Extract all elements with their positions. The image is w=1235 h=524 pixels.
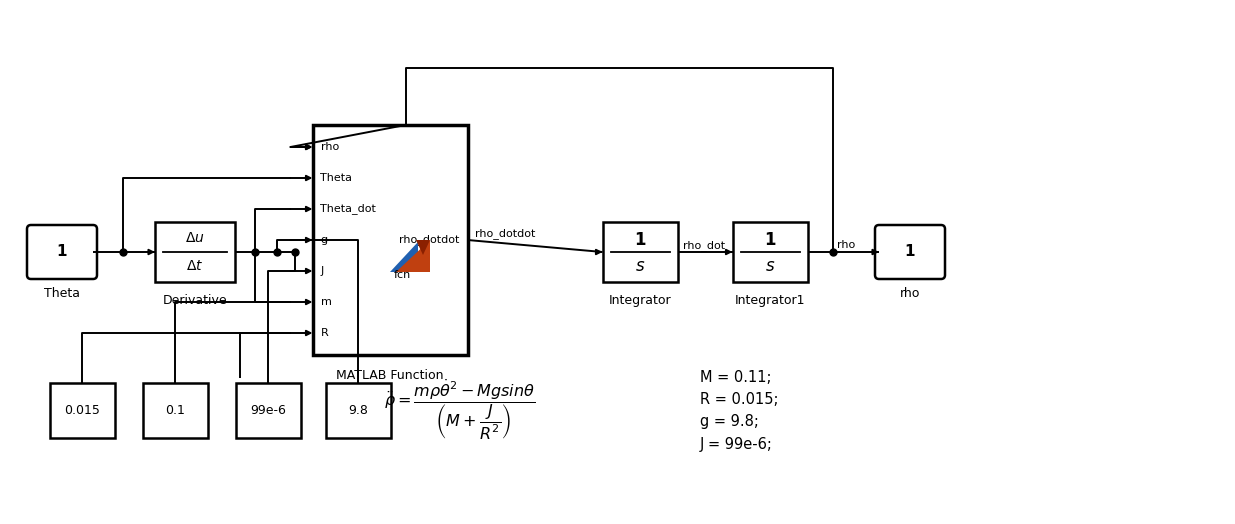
Text: Derivative: Derivative <box>163 294 227 307</box>
Text: J: J <box>321 266 324 276</box>
Text: MATLAB Function: MATLAB Function <box>336 369 443 382</box>
Bar <box>142 383 207 438</box>
Text: 1: 1 <box>635 231 646 249</box>
Text: rho: rho <box>900 287 920 300</box>
Text: s: s <box>636 257 645 275</box>
Bar <box>49 383 115 438</box>
Text: s: s <box>766 257 774 275</box>
Text: fcn: fcn <box>394 270 410 280</box>
Text: 99e-6: 99e-6 <box>249 403 287 417</box>
Text: rho_dotdot: rho_dotdot <box>399 235 459 245</box>
Text: 1: 1 <box>764 231 776 249</box>
Text: 9.8: 9.8 <box>348 403 368 417</box>
Text: g: g <box>321 235 327 245</box>
Text: Integrator1: Integrator1 <box>735 294 805 307</box>
Bar <box>236 383 300 438</box>
Text: $\Delta u$: $\Delta u$ <box>185 231 205 245</box>
Text: 0.015: 0.015 <box>64 403 100 417</box>
FancyBboxPatch shape <box>876 225 945 279</box>
Polygon shape <box>390 242 417 272</box>
Text: Theta_dot: Theta_dot <box>321 203 377 214</box>
Polygon shape <box>416 240 430 255</box>
Text: $\ddot{\rho} = \dfrac{m\rho\dot{\theta}^2 - Mgsin\theta}{\left(M + \dfrac{J}{R^2: $\ddot{\rho} = \dfrac{m\rho\dot{\theta}^… <box>384 378 536 442</box>
Text: rho: rho <box>837 240 856 250</box>
Bar <box>156 222 235 282</box>
FancyBboxPatch shape <box>27 225 98 279</box>
Bar <box>326 383 390 438</box>
Text: R: R <box>321 328 329 338</box>
Bar <box>732 222 808 282</box>
Polygon shape <box>396 240 430 272</box>
Text: M = 0.11;
R = 0.015;
g = 9.8;
J = 99e-6;: M = 0.11; R = 0.015; g = 9.8; J = 99e-6; <box>700 370 778 452</box>
Text: Theta: Theta <box>44 287 80 300</box>
Text: m: m <box>321 297 331 307</box>
Text: 1: 1 <box>905 245 915 259</box>
Text: rho: rho <box>321 142 338 152</box>
Text: rho_dotdot: rho_dotdot <box>475 228 536 239</box>
Text: Integrator: Integrator <box>609 294 672 307</box>
Text: Theta: Theta <box>321 173 352 183</box>
Text: $\Delta t$: $\Delta t$ <box>186 259 204 273</box>
Bar <box>312 125 468 355</box>
Bar <box>603 222 678 282</box>
Text: 1: 1 <box>57 245 67 259</box>
Text: rho_dot: rho_dot <box>683 240 725 251</box>
Text: 0.1: 0.1 <box>165 403 185 417</box>
